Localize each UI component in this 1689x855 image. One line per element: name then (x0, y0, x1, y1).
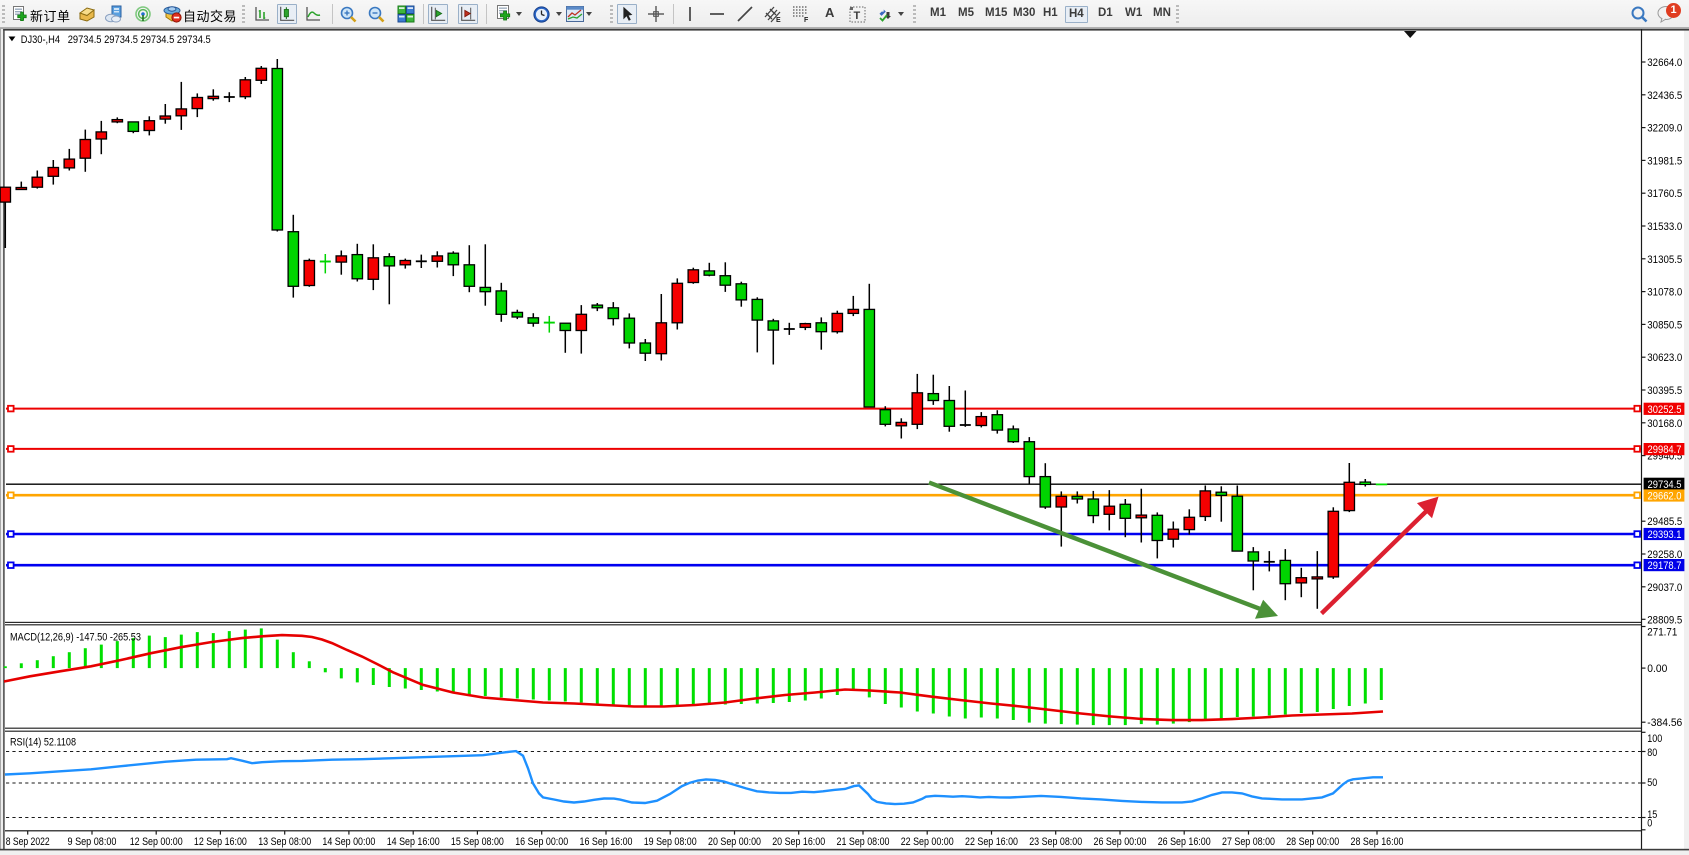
svg-text:100: 100 (1647, 733, 1662, 745)
svg-text:32209.0: 32209.0 (1647, 123, 1682, 135)
svg-text:29734.5: 29734.5 (1648, 479, 1682, 491)
svg-text:22 Sep 16:00: 22 Sep 16:00 (965, 836, 1018, 848)
svg-text:29662.0: 29662.0 (1648, 491, 1682, 503)
svg-text:15: 15 (1647, 809, 1657, 821)
svg-text:RSI(14) 52.1108: RSI(14) 52.1108 (10, 736, 76, 748)
svg-text:29178.7: 29178.7 (1648, 560, 1682, 572)
svg-text:31981.5: 31981.5 (1647, 155, 1682, 167)
svg-text:29393.1: 29393.1 (1648, 529, 1682, 541)
svg-text:271.71: 271.71 (1647, 626, 1677, 638)
svg-text:DJ30-,H4: DJ30-,H4 (21, 34, 60, 46)
svg-text:15 Sep 08:00: 15 Sep 08:00 (451, 836, 504, 848)
svg-text:F: F (804, 17, 809, 23)
svg-text:20 Sep 00:00: 20 Sep 00:00 (708, 836, 761, 848)
svg-text:E: E (776, 17, 781, 23)
svg-text:30395.5: 30395.5 (1647, 385, 1682, 397)
svg-text:20 Sep 16:00: 20 Sep 16:00 (772, 836, 825, 848)
svg-text:29734.5 29734.5 29734.5 29734.: 29734.5 29734.5 29734.5 29734.5 (68, 34, 211, 46)
svg-text:29258.0: 29258.0 (1647, 549, 1682, 561)
svg-text:23 Sep 08:00: 23 Sep 08:00 (1029, 836, 1082, 848)
svg-text:12 Sep 00:00: 12 Sep 00:00 (130, 836, 183, 848)
svg-text:32436.5: 32436.5 (1647, 90, 1682, 102)
svg-text:28 Sep 16:00: 28 Sep 16:00 (1351, 836, 1404, 848)
svg-text:0.00: 0.00 (1647, 663, 1667, 675)
svg-text:50: 50 (1647, 777, 1657, 789)
svg-text:12 Sep 16:00: 12 Sep 16:00 (194, 836, 247, 848)
svg-text:30623.0: 30623.0 (1647, 352, 1682, 364)
svg-text:9 Sep 08:00: 9 Sep 08:00 (68, 836, 117, 848)
svg-text:27 Sep 08:00: 27 Sep 08:00 (1222, 836, 1275, 848)
svg-text:80: 80 (1647, 747, 1657, 759)
svg-text:29037.0: 29037.0 (1647, 582, 1682, 594)
svg-text:29984.7: 29984.7 (1648, 444, 1682, 456)
svg-text:31078.0: 31078.0 (1647, 287, 1682, 299)
svg-text:MACD(12,26,9) -147.50 -265.53: MACD(12,26,9) -147.50 -265.53 (10, 632, 141, 644)
svg-text:30850.5: 30850.5 (1647, 319, 1682, 331)
svg-text:16 Sep 16:00: 16 Sep 16:00 (580, 836, 633, 848)
svg-text:26 Sep 16:00: 26 Sep 16:00 (1158, 836, 1211, 848)
svg-text:14 Sep 16:00: 14 Sep 16:00 (387, 836, 440, 848)
svg-text:T: T (854, 10, 861, 22)
svg-text:28809.5: 28809.5 (1647, 614, 1682, 626)
svg-text:31760.5: 31760.5 (1647, 188, 1682, 200)
svg-text:14 Sep 00:00: 14 Sep 00:00 (322, 836, 375, 848)
svg-text:30168.0: 30168.0 (1647, 418, 1682, 430)
svg-text:8 Sep 2022: 8 Sep 2022 (6, 836, 50, 848)
svg-text:26 Sep 00:00: 26 Sep 00:00 (1094, 836, 1147, 848)
svg-text:32664.0: 32664.0 (1647, 57, 1682, 69)
svg-text:30252.5: 30252.5 (1648, 404, 1682, 416)
svg-text:29485.5: 29485.5 (1647, 516, 1682, 528)
svg-text:31305.5: 31305.5 (1647, 254, 1682, 266)
svg-text:0: 0 (1647, 818, 1652, 830)
svg-text:13 Sep 08:00: 13 Sep 08:00 (258, 836, 311, 848)
svg-text:21 Sep 08:00: 21 Sep 08:00 (837, 836, 890, 848)
svg-text:16 Sep 00:00: 16 Sep 00:00 (515, 836, 568, 848)
svg-text:22 Sep 00:00: 22 Sep 00:00 (901, 836, 954, 848)
svg-text:19 Sep 08:00: 19 Sep 08:00 (644, 836, 697, 848)
svg-text:28 Sep 00:00: 28 Sep 00:00 (1286, 836, 1339, 848)
svg-text:-384.56: -384.56 (1647, 717, 1682, 729)
svg-text:31533.0: 31533.0 (1647, 221, 1682, 233)
